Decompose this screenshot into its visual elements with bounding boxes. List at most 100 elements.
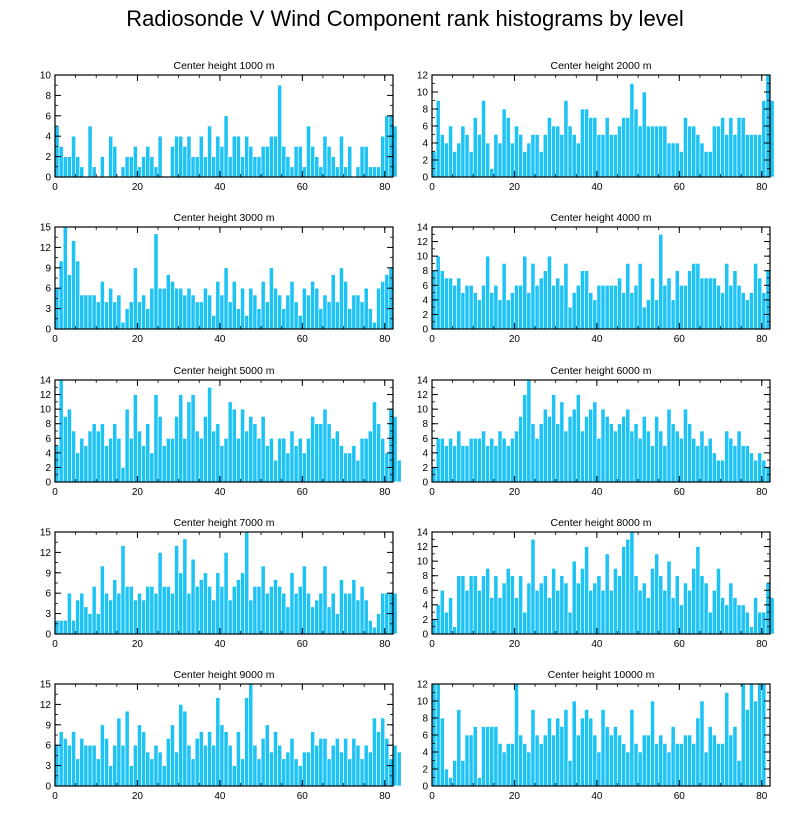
bar bbox=[670, 142, 676, 178]
bar bbox=[219, 294, 225, 330]
bar bbox=[367, 620, 373, 635]
bar bbox=[720, 743, 725, 787]
bar bbox=[351, 738, 357, 787]
x-tick-label: 60 bbox=[297, 487, 309, 498]
bar bbox=[359, 586, 365, 635]
bar bbox=[621, 292, 627, 330]
bar bbox=[339, 751, 344, 787]
bar bbox=[575, 394, 581, 483]
bar bbox=[526, 751, 532, 787]
bar bbox=[575, 142, 581, 178]
bar bbox=[464, 284, 470, 330]
x-tick-label: 20 bbox=[509, 334, 521, 345]
bar bbox=[596, 751, 602, 787]
bar bbox=[297, 586, 303, 635]
bar bbox=[314, 287, 320, 330]
bar bbox=[87, 294, 93, 330]
bar bbox=[563, 430, 569, 483]
bar bbox=[514, 430, 519, 483]
bar bbox=[293, 592, 299, 635]
bar bbox=[203, 572, 208, 635]
y-tick-label: 6 bbox=[422, 281, 428, 292]
bar bbox=[54, 620, 60, 635]
y-tick-label: 6 bbox=[422, 122, 428, 133]
bar bbox=[608, 284, 614, 330]
bar bbox=[289, 738, 295, 787]
bar bbox=[153, 166, 159, 178]
bar bbox=[83, 606, 89, 635]
bar bbox=[289, 430, 295, 483]
bar bbox=[322, 294, 328, 330]
bar bbox=[588, 117, 594, 178]
panel-title: Center height 3000 m bbox=[174, 212, 275, 224]
bar bbox=[252, 156, 258, 178]
bar bbox=[646, 299, 651, 330]
y-tick-label: 6 bbox=[45, 111, 51, 122]
bar bbox=[339, 579, 344, 635]
bar bbox=[273, 459, 278, 483]
bar bbox=[219, 146, 225, 178]
bar bbox=[749, 683, 754, 787]
bar bbox=[326, 606, 332, 635]
bar bbox=[71, 620, 76, 635]
bar bbox=[231, 408, 237, 483]
bar bbox=[198, 301, 204, 330]
bar bbox=[54, 445, 60, 483]
bar bbox=[621, 743, 627, 787]
bar bbox=[472, 575, 478, 635]
bar bbox=[485, 445, 491, 483]
bar bbox=[178, 135, 184, 178]
bar bbox=[306, 751, 311, 787]
bar bbox=[355, 599, 361, 635]
bar bbox=[351, 294, 357, 330]
y-tick-label: 9 bbox=[45, 568, 51, 579]
bar bbox=[145, 751, 151, 787]
bar bbox=[497, 597, 503, 635]
bar bbox=[363, 437, 369, 483]
bar bbox=[761, 459, 767, 483]
bar bbox=[83, 445, 89, 483]
x-tick-label: 60 bbox=[297, 639, 309, 650]
bar bbox=[571, 134, 577, 178]
bar bbox=[231, 135, 237, 178]
bar bbox=[530, 134, 536, 178]
bar bbox=[277, 437, 283, 483]
bar bbox=[728, 117, 734, 178]
bar bbox=[650, 277, 655, 330]
bar bbox=[145, 308, 151, 330]
bar bbox=[559, 575, 565, 635]
bar bbox=[621, 546, 627, 635]
bar bbox=[67, 744, 72, 787]
bar bbox=[584, 270, 589, 330]
bar bbox=[363, 287, 369, 330]
bar bbox=[625, 117, 631, 178]
bar bbox=[711, 734, 717, 787]
bar bbox=[518, 734, 523, 787]
bar bbox=[732, 597, 738, 635]
bar bbox=[207, 731, 212, 787]
bar bbox=[269, 437, 274, 483]
x-tick-label: 0 bbox=[52, 639, 58, 650]
bar bbox=[248, 599, 254, 635]
bar bbox=[555, 423, 561, 483]
bar bbox=[691, 568, 697, 635]
bar bbox=[666, 751, 672, 787]
bar bbox=[277, 744, 283, 787]
bar bbox=[186, 592, 192, 635]
x-tick-label: 20 bbox=[509, 487, 521, 498]
bar bbox=[372, 717, 377, 787]
bar bbox=[501, 582, 507, 635]
bar bbox=[732, 445, 738, 483]
bar bbox=[481, 100, 486, 178]
bar bbox=[674, 743, 680, 787]
bar bbox=[211, 315, 217, 330]
bar bbox=[497, 299, 503, 330]
x-tick-label: 60 bbox=[297, 791, 309, 802]
bar bbox=[662, 284, 668, 330]
bar bbox=[501, 108, 507, 178]
panel-title: Center height 9000 m bbox=[174, 669, 275, 681]
bar bbox=[264, 445, 270, 483]
bar bbox=[79, 166, 85, 178]
bar bbox=[133, 267, 138, 330]
bar bbox=[716, 568, 721, 635]
